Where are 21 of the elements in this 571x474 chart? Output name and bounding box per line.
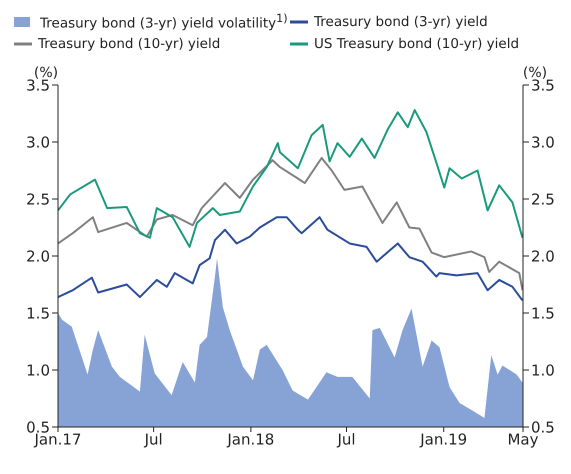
line-series <box>58 108 523 248</box>
x-tick-label: Jan.19 <box>419 430 468 448</box>
y2-tick-label: 1.0 <box>531 360 555 379</box>
y-tick-label: 3.0 <box>26 132 50 151</box>
x-tick-label: Jul <box>144 430 163 448</box>
legend-label: Treasury bond (3-yr) yield volatility$^{1)}$ <box>40 12 288 32</box>
y-tick-label: 2.0 <box>26 246 50 265</box>
y-tick-label: 1.0 <box>26 360 50 379</box>
y2-tick-label: 2.0 <box>531 246 555 265</box>
x-tick-label: Jul <box>336 430 356 448</box>
y2-tick-label: 3.0 <box>531 132 555 151</box>
legend-label: Treasury bond (3-yr) yield <box>314 14 488 30</box>
y2-tick-label: 2.5 <box>531 190 555 208</box>
y-tick-label: 2.5 <box>26 190 50 208</box>
legend-label: Treasury bond (10-yr) yield <box>38 36 220 52</box>
x-tick-label: Jan.18 <box>226 430 274 448</box>
y2-tick-label: 1.5 <box>531 304 555 322</box>
legend-label: US Treasury bond (10-yr) yield <box>314 36 520 52</box>
y-tick-label: 1.5 <box>26 304 50 322</box>
line-series <box>58 216 523 301</box>
line-series <box>58 156 523 291</box>
